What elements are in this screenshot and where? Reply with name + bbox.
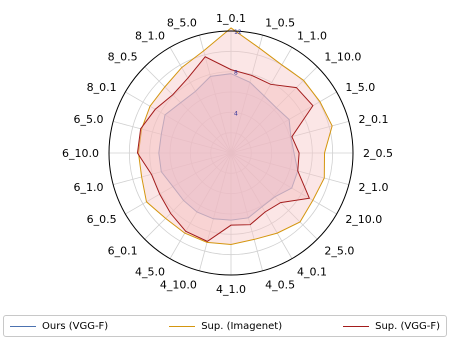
category-label-13: 4_1.0 [216,283,246,296]
category-label-17: 6_0.5 [87,213,117,226]
series-3-polygon [136,56,314,242]
category-label-1: 1_0.1 [216,12,246,25]
grid-spoke-24 [199,35,232,154]
grid-spoke-15 [169,152,232,259]
category-label-15: 4_5.0 [135,265,165,278]
legend-label-2: Sup. (Imagenet) [201,320,283,332]
radar-grid [109,31,353,275]
grid-spoke-21 [125,91,232,154]
category-label-11: 4_0.1 [297,265,327,278]
grid-spoke-6 [230,121,349,154]
category-label-20: 6_5.0 [74,113,104,126]
category-label-18: 6_1.0 [74,181,104,194]
grid-spoke-17 [125,152,232,215]
legend-label-3: Sup. (VGG-F) [375,320,440,332]
grid-spoke-12 [230,152,263,271]
radar-series [108,27,354,276]
radial-tick-label-1: 4 [234,110,238,117]
series-1-polygon [158,73,299,221]
category-label-19: 6_10.0 [62,147,99,160]
grid-spoke-18 [113,152,232,185]
category-label-2: 1_0.5 [265,17,295,30]
legend-item-1: Ours (VGG-F) [10,321,108,332]
legend-item-3: Sup. (VGG-F) [343,321,440,332]
category-label-9: 2_10.0 [345,213,382,226]
legend-swatch-3 [343,325,370,327]
outer-spine [108,30,354,276]
category-label-10: 2_5.0 [324,244,354,257]
category-label-16: 6_0.1 [108,244,138,257]
grid-spoke-4 [230,66,318,154]
category-label-8: 2_1.0 [359,181,389,194]
legend-swatch-1 [10,325,36,327]
series-2-polygon [137,27,333,246]
radar-plot: 1_0.1 1_0.51_1.0 1_10.0 1_5.0 2_0.1 2_0.5 2_1.… [62,12,393,296]
radial-tick-label-2: 8 [234,70,238,77]
legend: Ours (VGG-F) Sup. (Imagenet) Sup. (VGG-F) [3,315,447,337]
grid-spoke-10 [230,152,318,240]
category-label-4: 1_10.0 [324,51,361,64]
category-labels: 1_0.1 1_0.51_1.0 1_10.0 1_5.0 2_0.1 2_0.5 2_1.… [62,12,393,296]
category-label-6: 2_0.1 [359,113,389,126]
category-label-24: 8_5.0 [167,17,197,30]
category-label-5: 1_5.0 [345,81,375,94]
category-label-12: 4_0.5 [265,279,295,292]
legend-swatch-2 [169,325,196,327]
grid-spoke-22 [144,66,232,154]
category-label-23: 8_1.0 [135,30,165,43]
legend-item-2: Sup. (Imagenet) [169,321,282,332]
grid-spoke-11 [230,152,293,259]
grid-spoke-5 [230,91,337,154]
category-label-21: 8_0.1 [87,81,117,94]
grid-spoke-9 [230,152,337,215]
legend-label-1: Ours (VGG-F) [42,320,109,332]
grid-spoke-2 [230,35,263,154]
grid-spoke-20 [113,121,232,154]
grid-spoke-16 [144,152,232,240]
grid-spoke-23 [169,47,232,154]
category-label-3: 1_1.0 [297,30,327,43]
category-label-22: 8_0.5 [108,51,138,64]
grid-spoke-8 [230,152,349,185]
category-label-14: 4_10.0 [160,279,197,292]
grid-spoke-14 [199,152,232,271]
radial-tick-labels: 4 8 12 [234,29,242,117]
radial-tick-label-3: 12 [234,29,242,36]
category-label-7: 2_0.5 [363,147,393,160]
